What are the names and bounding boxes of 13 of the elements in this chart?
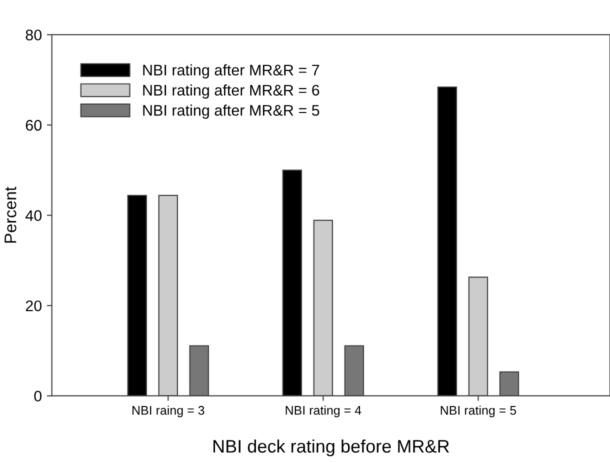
- legend-label: NBI rating after MR&R = 6: [143, 84, 320, 99]
- y-tick-label: 40: [25, 210, 42, 221]
- x-tick-label: NBI raing = 3: [132, 406, 204, 418]
- x-axis-title: NBI deck rating before MR&R: [214, 439, 450, 456]
- y-tick-label: 60: [26, 120, 42, 131]
- legend-label: NBI rating after MR&R = 5: [143, 104, 320, 119]
- x-tick-label: NBI rating = 4: [286, 406, 362, 418]
- y-tick-label: 20: [26, 300, 42, 312]
- y-tick-label: 80: [26, 30, 42, 40]
- y-axis-title: Percent: [4, 186, 16, 243]
- legend-label: NBI rating after MR&R = 7: [143, 64, 320, 79]
- y-tick-label: 0: [34, 390, 42, 402]
- x-tick-label: NBI rating = 5: [440, 406, 516, 418]
